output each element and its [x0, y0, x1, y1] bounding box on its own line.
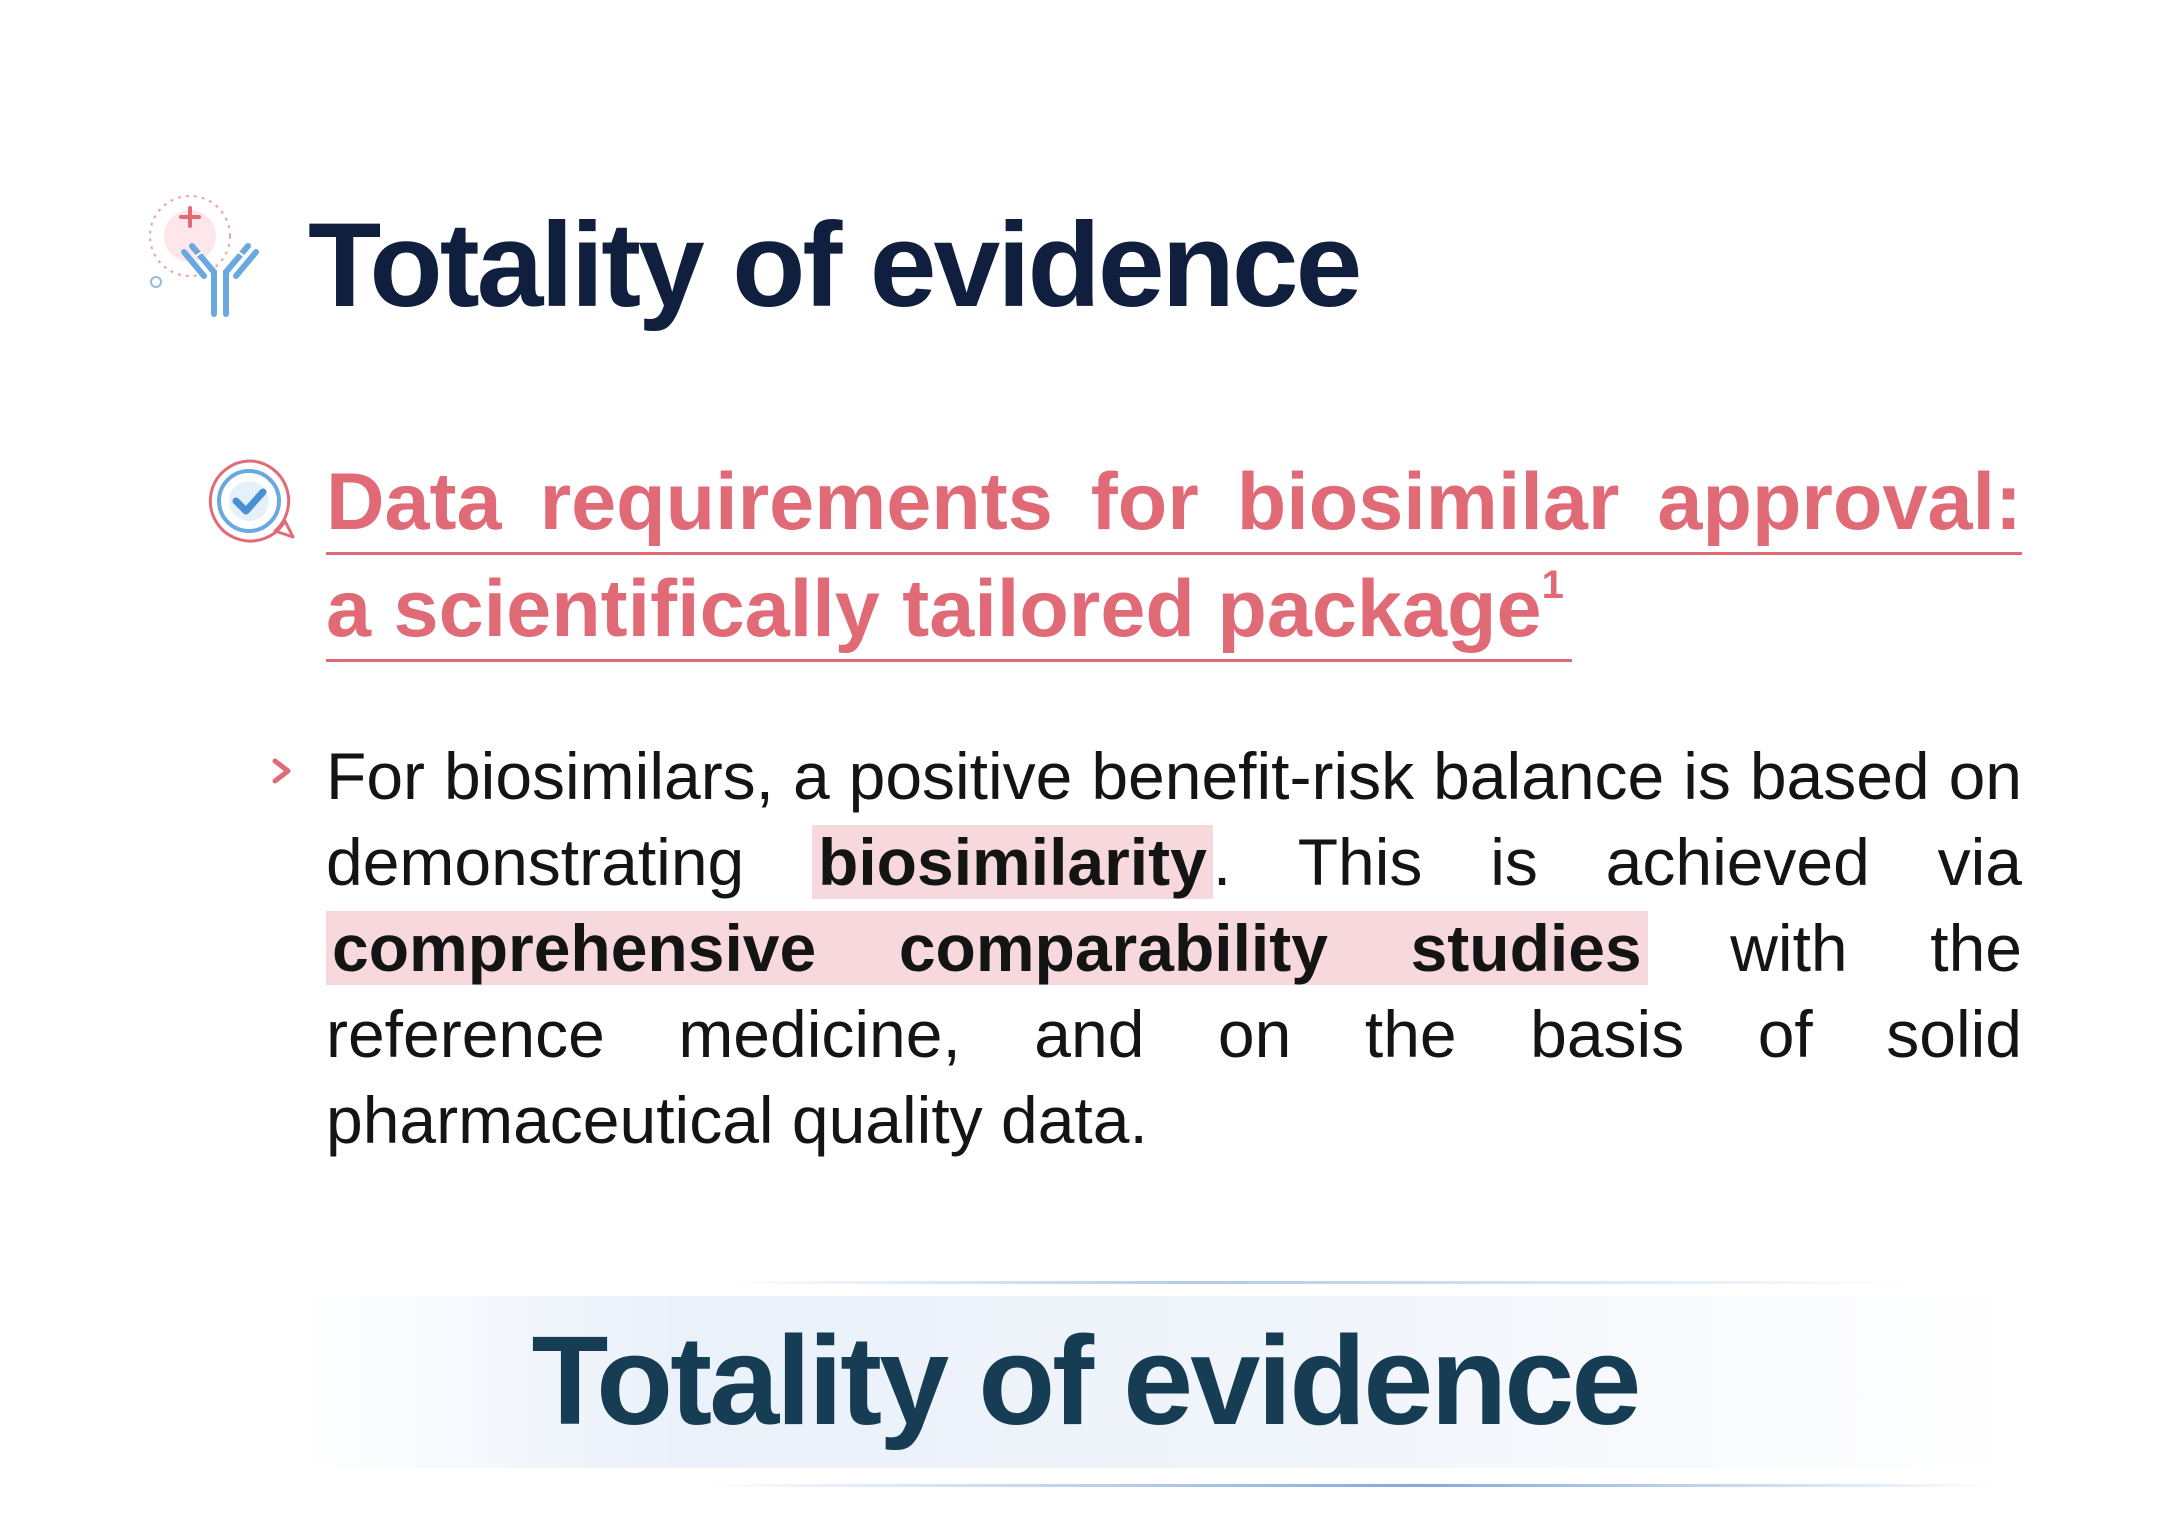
footnote-reference: 1 — [1541, 563, 1564, 607]
bullet-text-part-3: with the reference medicine, and on the … — [326, 911, 2022, 1157]
chevron-right-icon — [272, 758, 291, 784]
page-title: Totality of evidence — [308, 198, 1362, 332]
check-bubble-icon — [208, 459, 295, 543]
bullet-paragraph: For biosimilars, a positive benefit-risk… — [326, 733, 2022, 1163]
banner-divider-top — [720, 1281, 1920, 1284]
section-heading-line-2-text: a scientifically tailored package — [326, 564, 1542, 654]
highlight-comparability-studies: comprehensive comparability studies — [326, 911, 1648, 985]
section-heading: Data requirements for biosimilar approva… — [326, 452, 2022, 662]
bullet-text-part-1: For biosimilars, a positive benefit-risk… — [326, 739, 2022, 899]
section-heading-line-1: Data requirements for biosimilar approva… — [326, 452, 2022, 555]
antibody-icon — [149, 195, 259, 317]
section-heading-line-2: a scientifically tailored package1 — [326, 559, 1572, 662]
highlight-biosimilarity: biosimilarity — [812, 825, 1213, 899]
banner-background — [300, 1296, 2020, 1468]
banner-divider-bottom — [700, 1484, 2000, 1487]
banner-title: Totality of evidence — [531, 1310, 1642, 1451]
bullet-text-part-2: . This is achieved via — [1212, 825, 2023, 899]
